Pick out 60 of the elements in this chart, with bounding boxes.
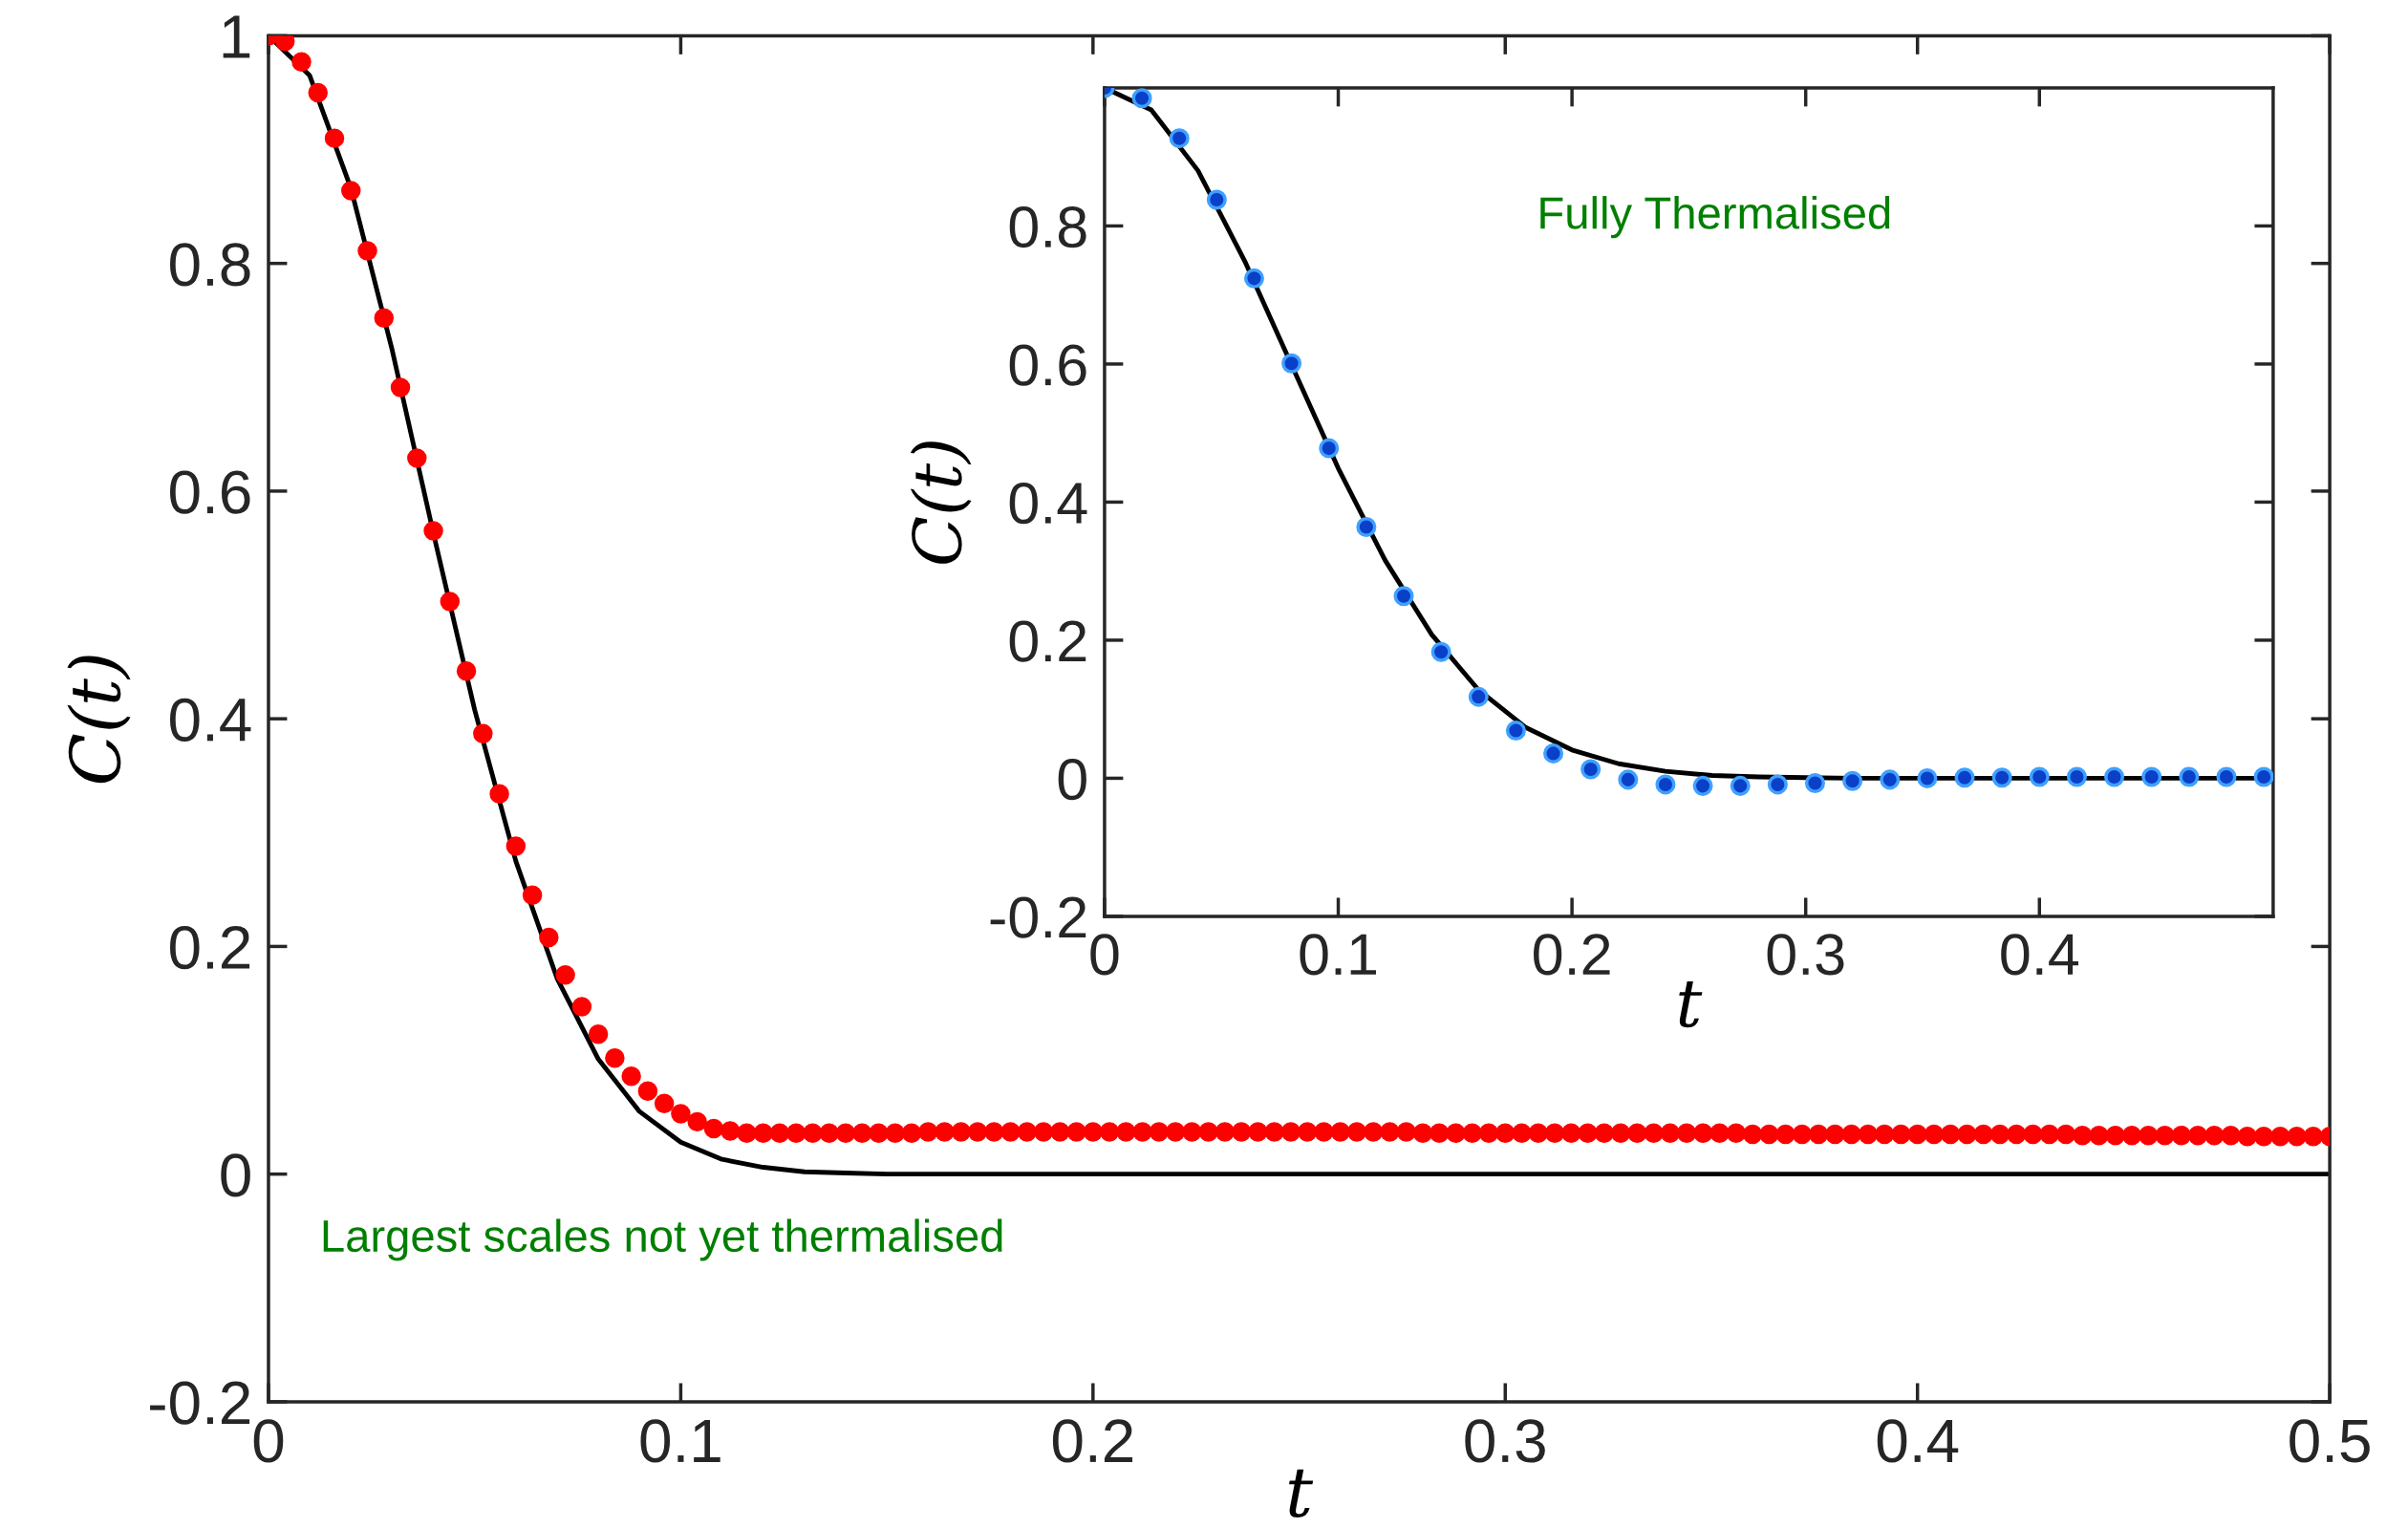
point — [1880, 769, 1901, 790]
y-tick-label: 0.6 — [170, 470, 250, 514]
x-tick-label: 0.1 — [640, 1419, 720, 1463]
point — [1655, 774, 1676, 795]
point — [1131, 88, 1152, 109]
x-tick-label: 0 — [1090, 934, 1119, 976]
y-tick-label: 0 — [1058, 758, 1086, 801]
point — [1730, 775, 1751, 796]
x-tick-label: 0.3 — [1465, 1419, 1545, 1463]
x-axis-title: t — [1679, 980, 1703, 1028]
y-tick-label: 0.8 — [1009, 205, 1086, 248]
point — [1281, 353, 1302, 374]
point — [1169, 128, 1190, 149]
y-tick-label: 0.6 — [1009, 344, 1086, 386]
point — [1842, 770, 1863, 791]
point — [1393, 586, 1414, 607]
point — [2253, 766, 2273, 787]
point — [2029, 766, 2050, 787]
x-tick-label: 0.4 — [1877, 1419, 1959, 1463]
point — [1543, 742, 1564, 764]
point — [1243, 268, 1264, 289]
x-tick-label: 0.4 — [2001, 934, 2078, 976]
point — [1319, 438, 1340, 459]
x-tick-label: 0.2 — [1052, 1419, 1133, 1463]
point — [2141, 766, 2162, 787]
point — [2104, 766, 2125, 787]
x-axis-title: t — [1288, 1469, 1314, 1517]
point — [1767, 774, 1788, 795]
y-tick-label: -0.2 — [990, 896, 1086, 938]
point — [2216, 766, 2237, 787]
point — [1430, 641, 1451, 662]
y-axis-title: C(t) — [67, 656, 131, 784]
point — [2179, 766, 2200, 787]
point — [1206, 189, 1227, 210]
point — [1804, 772, 1826, 794]
annotation: Fully Thermalised — [1540, 196, 1890, 239]
point — [1505, 721, 1526, 742]
point — [1618, 769, 1639, 790]
point — [1917, 767, 1938, 788]
point — [1468, 686, 1489, 707]
point — [1991, 767, 2012, 788]
x-tick-label: 0.3 — [1767, 934, 1844, 976]
x-tick-label: 0.2 — [1534, 934, 1610, 976]
point — [1954, 767, 1975, 788]
y-tick-label: 1 — [223, 15, 250, 58]
point — [1580, 759, 1602, 780]
y-tick-label: 0.4 — [170, 698, 251, 742]
point — [2066, 766, 2087, 787]
point — [1356, 516, 1377, 537]
y-tick-label: 0.8 — [170, 243, 250, 287]
y-tick-label: 0.2 — [1009, 620, 1086, 662]
annotation: Largest scales not yet thermalised — [323, 1218, 1002, 1261]
x-tick-label: 0.1 — [1300, 934, 1377, 976]
y-tick-label: 0 — [221, 1153, 250, 1197]
x-tick-label: 0.5 — [2290, 1419, 2370, 1463]
y-tick-label: 0.4 — [1009, 482, 1087, 525]
x-tick-label: 0 — [253, 1419, 284, 1463]
point — [1692, 775, 1713, 796]
y-axis-title: C(t) — [910, 441, 972, 564]
y-tick-label: -0.2 — [150, 1381, 250, 1425]
